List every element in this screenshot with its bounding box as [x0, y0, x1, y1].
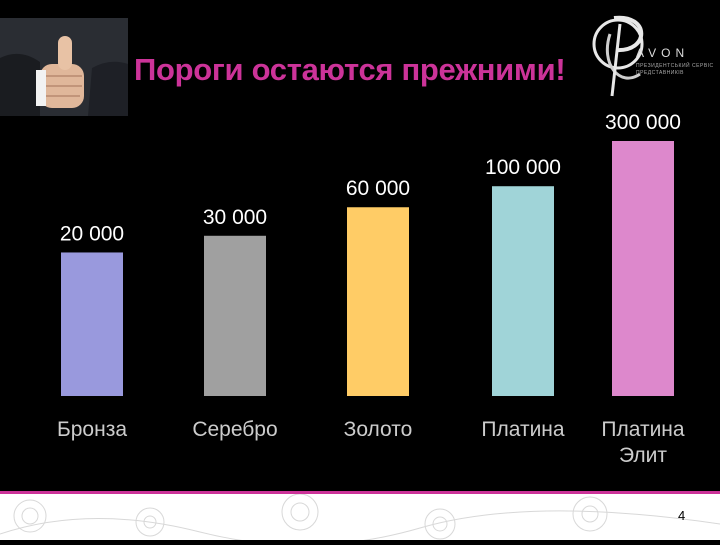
- logo-subtitle: ПРЕЗИДЕНТСЬКИЙ СЕРВІС ПРЕДСТАВНИКІВ: [636, 63, 714, 76]
- footer-divider: [0, 491, 720, 494]
- category-label-1: Серебро: [192, 418, 277, 441]
- bar-3: [492, 186, 554, 396]
- bar-value-label-4: 300 000: [605, 111, 681, 134]
- bar-1: [204, 235, 266, 396]
- page-title: Пороги остаются прежними!: [134, 52, 566, 87]
- page-number: 4: [678, 508, 686, 523]
- avon-logo: [590, 4, 718, 100]
- category-label-0: Бронза: [57, 418, 127, 441]
- thumbs-up-photo: [0, 18, 128, 116]
- logo-brand-text: AVON: [636, 46, 690, 60]
- bar-value-label-2: 60 000: [346, 177, 410, 200]
- footer-floral-band: [0, 493, 720, 545]
- bar-4: [612, 141, 674, 396]
- bar-2: [347, 207, 409, 396]
- bar-0: [61, 252, 123, 396]
- category-label-3: Платина: [481, 418, 565, 441]
- category-label-2: Золото: [344, 418, 413, 441]
- bar-value-label-1: 30 000: [203, 206, 267, 229]
- bar-value-label-0: 20 000: [60, 222, 124, 245]
- category-label-4: Платина Элит: [601, 418, 685, 467]
- bar-value-label-3: 100 000: [485, 156, 561, 179]
